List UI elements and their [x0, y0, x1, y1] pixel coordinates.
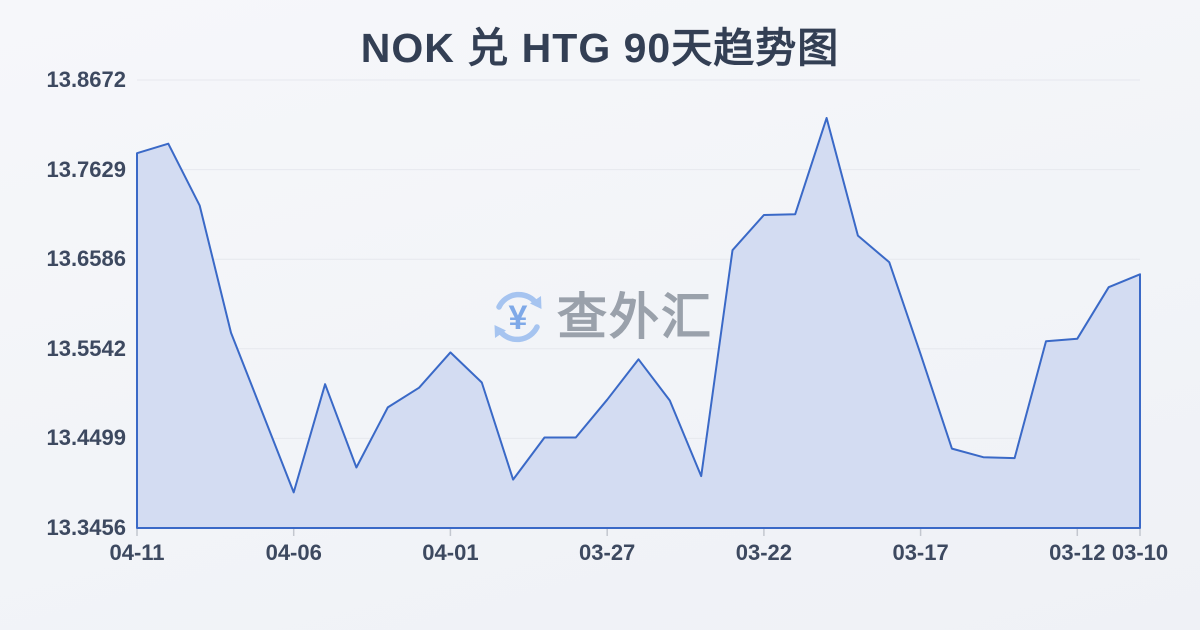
x-axis-label: 04-01	[422, 540, 479, 565]
y-axis-label: 13.6586	[46, 246, 126, 272]
x-axis-label: 04-11	[109, 540, 165, 565]
y-axis-label: 13.8672	[46, 67, 126, 92]
y-axis-label: 13.5542	[46, 335, 126, 361]
x-axis-label: 03-10	[1111, 540, 1169, 565]
x-axis-label: 03-27	[579, 540, 636, 565]
y-axis-label: 13.4499	[46, 425, 126, 451]
x-axis-label: 03-17	[892, 540, 949, 565]
y-axis-label: 13.3456	[46, 515, 126, 540]
x-axis-label: 03-12	[1049, 540, 1106, 565]
chart-title: NOK 兑 HTG 90天趋势图	[360, 25, 840, 71]
y-axis-label: 13.7629	[46, 156, 126, 182]
area-series	[136, 117, 1141, 529]
x-axis-label: 04-06	[265, 540, 322, 565]
x-axis-label: 03-22	[735, 540, 793, 565]
